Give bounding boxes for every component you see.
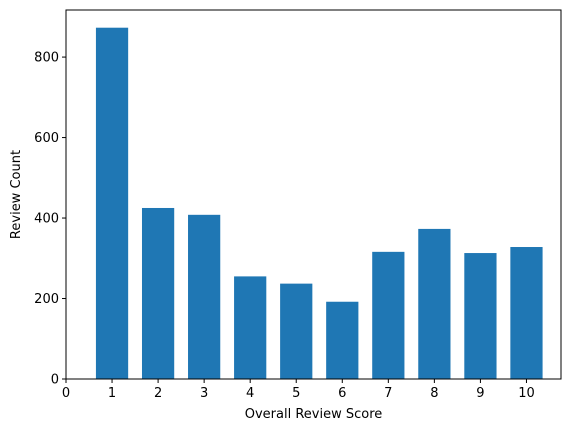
x-tick-label: 6 bbox=[338, 386, 346, 401]
x-tick-label: 4 bbox=[246, 386, 254, 401]
bar-score-8 bbox=[418, 228, 451, 379]
y-tick-label: 200 bbox=[34, 292, 59, 307]
bar-score-2 bbox=[141, 207, 175, 379]
y-axis-label: Review Count bbox=[9, 150, 24, 239]
x-axis-label: Overall Review Score bbox=[245, 407, 383, 422]
bar-score-6 bbox=[326, 301, 359, 379]
x-tick-label: 9 bbox=[476, 386, 484, 401]
x-tick-label: 5 bbox=[292, 386, 300, 401]
bar-score-3 bbox=[188, 214, 221, 379]
bars-group bbox=[95, 27, 543, 379]
y-axis-ticks: 0 200 400 600 800 bbox=[34, 51, 66, 388]
y-tick-label: 600 bbox=[34, 131, 59, 146]
bar-score-7 bbox=[372, 251, 405, 379]
x-tick-label: 1 bbox=[108, 386, 116, 401]
x-tick-label: 10 bbox=[518, 386, 535, 401]
y-tick-label: 0 bbox=[51, 373, 59, 388]
x-tick-label: 0 bbox=[62, 386, 70, 401]
x-tick-label: 2 bbox=[154, 386, 162, 401]
plot-frame bbox=[65, 9, 562, 380]
bar-score-9 bbox=[464, 253, 497, 379]
bar-score-5 bbox=[280, 283, 313, 379]
bar-score-4 bbox=[234, 276, 267, 379]
y-tick-label: 800 bbox=[34, 51, 59, 66]
bar-score-10 bbox=[510, 247, 543, 379]
x-axis-ticks: 0 1 2 3 4 5 6 7 8 9 10 bbox=[62, 379, 535, 401]
x-tick-label: 8 bbox=[430, 386, 438, 401]
bar-score-1 bbox=[95, 27, 129, 379]
y-tick-label: 400 bbox=[34, 212, 59, 227]
x-tick-label: 3 bbox=[200, 386, 208, 401]
x-tick-label: 7 bbox=[384, 386, 392, 401]
